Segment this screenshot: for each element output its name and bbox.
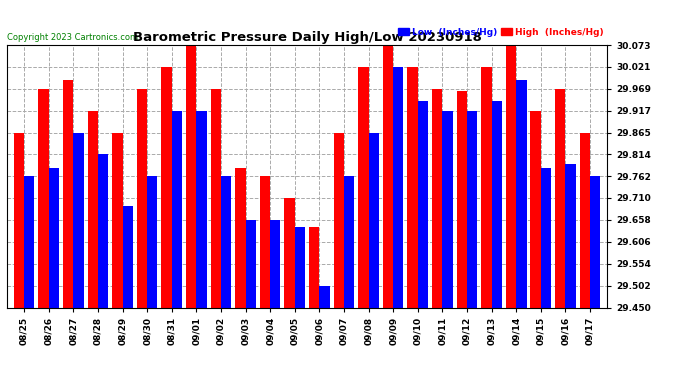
Bar	[531, 111, 541, 308]
Bar	[197, 111, 207, 308]
Legend: Low  (Inches/Hg), High  (Inches/Hg): Low (Inches/Hg), High (Inches/Hg)	[395, 24, 607, 40]
Bar	[123, 206, 133, 308]
Bar	[284, 198, 295, 308]
Bar	[309, 228, 319, 308]
Bar	[334, 133, 344, 308]
Bar	[137, 89, 147, 308]
Bar	[14, 133, 24, 308]
Bar	[147, 176, 157, 308]
Bar	[112, 133, 123, 308]
Bar	[516, 80, 526, 308]
Bar	[358, 67, 368, 308]
Bar	[260, 176, 270, 308]
Bar	[442, 111, 453, 308]
Bar	[491, 101, 502, 308]
Bar	[221, 176, 231, 308]
Bar	[590, 176, 600, 308]
Bar	[235, 168, 246, 308]
Bar	[393, 67, 404, 308]
Bar	[172, 111, 182, 308]
Bar	[432, 89, 442, 308]
Bar	[457, 90, 467, 308]
Bar	[368, 133, 379, 308]
Bar	[161, 67, 172, 308]
Bar	[467, 111, 477, 308]
Title: Barometric Pressure Daily High/Low 20230918: Barometric Pressure Daily High/Low 20230…	[132, 31, 482, 44]
Bar	[344, 176, 354, 308]
Bar	[407, 67, 417, 308]
Bar	[98, 154, 108, 308]
Bar	[555, 89, 565, 308]
Bar	[541, 168, 551, 308]
Bar	[49, 168, 59, 308]
Bar	[63, 80, 73, 308]
Bar	[417, 101, 428, 308]
Bar	[39, 89, 49, 308]
Bar	[88, 111, 98, 308]
Text: Copyright 2023 Cartronics.com: Copyright 2023 Cartronics.com	[7, 33, 138, 42]
Bar	[270, 220, 280, 308]
Bar	[246, 220, 256, 308]
Bar	[186, 45, 197, 308]
Bar	[565, 164, 575, 308]
Bar	[506, 45, 516, 308]
Bar	[481, 67, 491, 308]
Bar	[383, 45, 393, 308]
Bar	[73, 133, 83, 308]
Bar	[580, 133, 590, 308]
Bar	[210, 89, 221, 308]
Bar	[24, 176, 34, 308]
Bar	[295, 228, 305, 308]
Bar	[319, 286, 330, 308]
